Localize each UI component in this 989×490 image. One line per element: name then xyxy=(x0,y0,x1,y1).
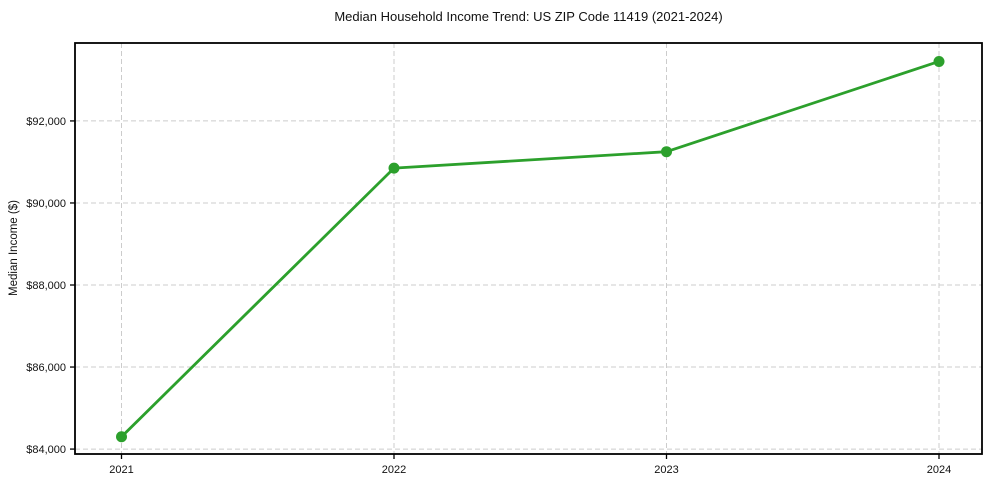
x-tick-label: 2023 xyxy=(654,464,678,476)
y-tick-label: $86,000 xyxy=(26,362,66,374)
data-point-2024 xyxy=(933,55,945,67)
plot-border xyxy=(74,42,983,455)
data-point-2022 xyxy=(388,162,400,174)
y-tick-label: $90,000 xyxy=(26,198,66,210)
chart-title: Median Household Income Trend: US ZIP Co… xyxy=(334,9,723,24)
data-point-2021 xyxy=(116,431,127,443)
x-tick-label: 2022 xyxy=(382,464,406,476)
y-tick-label: $92,000 xyxy=(26,116,66,128)
trend-line xyxy=(120,60,941,439)
x-tick-label: 2021 xyxy=(109,464,133,476)
data-point-2023 xyxy=(661,146,672,158)
x-tick-label: 2024 xyxy=(927,464,951,476)
y-tick-label: $84,000 xyxy=(26,444,66,456)
y-tick-label: $88,000 xyxy=(26,280,66,292)
